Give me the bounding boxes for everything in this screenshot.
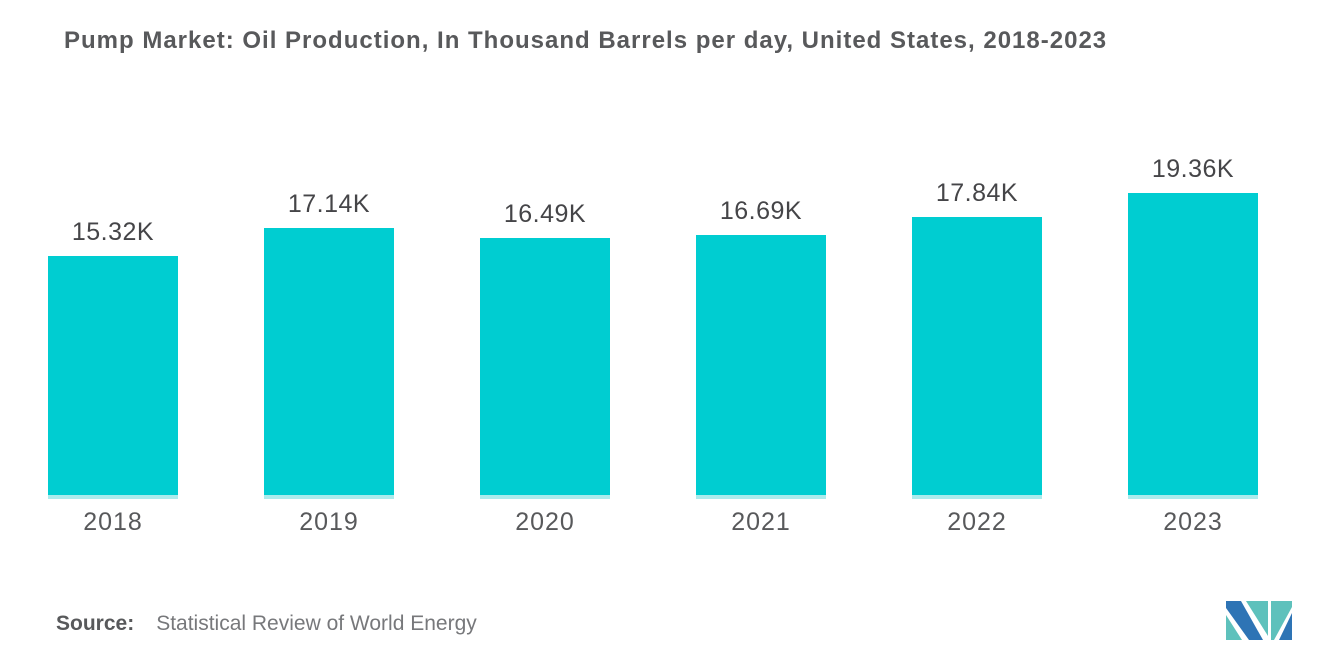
chart-title: Pump Market: Oil Production, In Thousand… [64, 27, 1108, 54]
bar-baseline-glow [912, 495, 1042, 499]
x-axis-label-2022: 2022 [947, 508, 1007, 536]
bar-value-label: 17.14K [287, 190, 371, 218]
logo-blue-right-triangle [1279, 613, 1292, 640]
bar-2021 [696, 235, 826, 495]
bar-value-label: 15.32K [71, 218, 155, 246]
x-axis-label-2023: 2023 [1163, 508, 1223, 536]
bar-baseline-glow [264, 495, 394, 499]
bar-column: 16.69K 2021 [696, 197, 826, 536]
bar-2022 [912, 217, 1042, 495]
bar-value-label: 16.69K [719, 197, 803, 225]
source-text: Statistical Review of World Energy [156, 612, 477, 635]
logo-teal-bottom-left-triangle [1226, 615, 1242, 640]
bar-2023 [1128, 193, 1258, 495]
bar-2020 [480, 238, 610, 495]
bar-value-label: 16.49K [503, 200, 587, 228]
bar-2019 [264, 228, 394, 495]
bar-column: 16.49K 2020 [480, 200, 610, 536]
x-axis-label-2018: 2018 [83, 508, 143, 536]
bar-baseline-glow [1128, 495, 1258, 499]
bar-column: 17.14K 2019 [264, 190, 394, 536]
bar-column: 19.36K 2023 [1128, 155, 1258, 536]
bar-baseline-glow [696, 495, 826, 499]
x-axis-label-2019: 2019 [299, 508, 359, 536]
logo-teal-right-quad [1271, 601, 1292, 640]
mordor-intelligence-logo [1226, 601, 1292, 640]
bar-value-label: 19.36K [1151, 155, 1235, 183]
bar-baseline-glow [480, 495, 610, 499]
logo-teal-middle-triangle [1246, 601, 1268, 636]
source-row: Source: Statistical Review of World Energ… [56, 612, 477, 636]
bar-column: 15.32K 2018 [48, 218, 178, 536]
bar-baseline-glow [48, 495, 178, 499]
logo-blue-diagonal-band [1226, 601, 1263, 640]
x-axis-label-2021: 2021 [731, 508, 791, 536]
bar-2018 [48, 256, 178, 495]
source-label: Source: [56, 612, 135, 635]
bar-column: 17.84K 2022 [912, 179, 1042, 536]
x-axis-label-2020: 2020 [515, 508, 575, 536]
bar-value-label: 17.84K [935, 179, 1019, 207]
bar-chart-plot: 15.32K 2018 17.14K 2019 16.49K 2020 16.6… [48, 130, 1258, 536]
